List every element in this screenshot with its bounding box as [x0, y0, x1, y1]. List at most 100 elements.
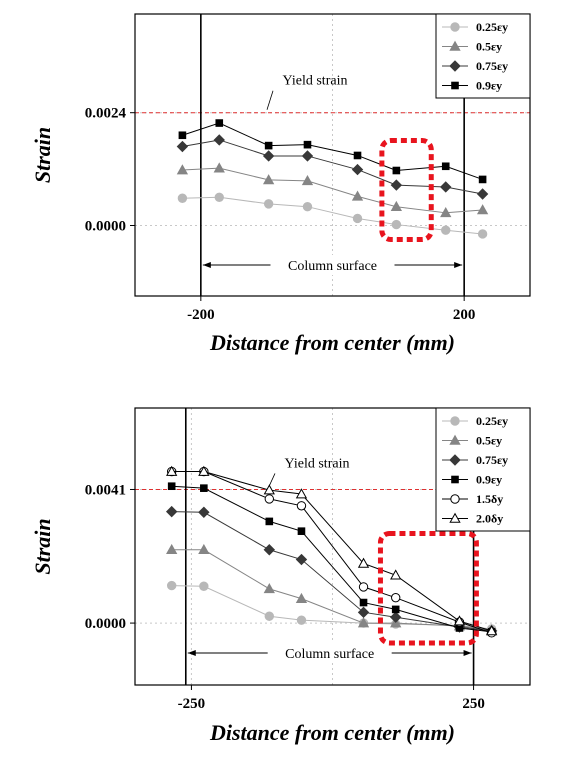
legend-box [435, 407, 531, 532]
highlight-box [377, 530, 479, 646]
legend-marker [449, 512, 461, 523]
data-point [390, 569, 402, 580]
data-point [389, 611, 402, 623]
arrowhead-right [454, 262, 463, 268]
x-tick-label: 200 [453, 307, 476, 323]
data-point [166, 543, 178, 555]
legend-label: 0.5εy [476, 434, 502, 448]
x-tick-label: -200 [187, 307, 215, 323]
data-point [214, 192, 224, 203]
y-tick-label: 0.0000 [85, 616, 126, 632]
data-point [213, 134, 225, 146]
data-point [301, 150, 314, 162]
y-axis-title: Strain [30, 127, 55, 183]
legend-marker [451, 475, 459, 484]
data-point [263, 583, 275, 594]
legend: 0.25εy 0.5εy 0.75εy 0.9εy [435, 13, 531, 99]
data-point [391, 592, 401, 603]
series-line-2 [182, 139, 483, 195]
series-line-3 [182, 122, 483, 180]
yield-strain-label: Yield strain [283, 74, 348, 89]
y-tick-label: 0.0041 [85, 482, 126, 498]
data-point [301, 175, 314, 186]
y-tick-label: 0.0024 [85, 106, 127, 122]
x-axis-title: Distance from center (mm) [209, 720, 455, 745]
data-point [263, 544, 276, 556]
column-surface-label-bg [270, 255, 395, 275]
legend-label: 0.25εy [476, 414, 508, 428]
data-point [262, 174, 275, 185]
data-point [357, 557, 370, 568]
data-point [390, 200, 403, 211]
data-point [198, 543, 210, 555]
legend-marker [451, 81, 459, 90]
data-point [199, 581, 209, 591]
yield-strain-label: Yield strain [285, 456, 350, 471]
data-point [166, 465, 178, 476]
data-point [391, 605, 400, 614]
data-point [166, 580, 177, 591]
data-point [357, 617, 370, 628]
legend-label: 2.0δy [476, 512, 503, 526]
series-line-4 [171, 471, 492, 634]
chart-top: Yield strain Column surface -200 200 0.0000 0… [30, 13, 531, 355]
legend-marker [450, 494, 460, 504]
data-point [303, 140, 312, 149]
data-point [441, 162, 450, 171]
legend-label: 1.5δy [476, 492, 503, 506]
yield-strain-pointer [266, 90, 274, 110]
arrowhead-left [202, 262, 211, 268]
arrowhead-left [187, 650, 196, 656]
data-point [392, 166, 401, 175]
data-point [455, 624, 464, 632]
data-point [215, 119, 224, 127]
data-point [213, 162, 225, 173]
data-point [178, 131, 187, 140]
data-point [176, 164, 189, 175]
legend-label: 0.9εy [476, 473, 502, 487]
series-line-0 [182, 196, 483, 235]
chart-bottom: Yield strain Column surface -250 250 0.0000 0… [30, 407, 531, 745]
data-point [176, 140, 189, 153]
legend-marker [449, 60, 461, 72]
data-point [263, 484, 275, 495]
legend-label: 0.5εy [476, 40, 502, 54]
data-point [485, 625, 498, 636]
x-tick-label: -250 [178, 696, 206, 712]
data-point [478, 175, 487, 184]
legend-label: 0.75εy [476, 453, 508, 467]
x-axis-title: Distance from center (mm) [209, 330, 455, 355]
series-line-1 [182, 167, 483, 214]
data-point [263, 199, 274, 209]
data-point [264, 141, 273, 150]
column-surface-label-bg [267, 643, 392, 663]
data-point [200, 484, 208, 492]
data-point [264, 611, 274, 621]
arrowhead-right [463, 650, 472, 656]
column-surface-label: Column surface [285, 647, 374, 662]
data-point [391, 219, 402, 230]
data-point [177, 193, 188, 203]
legend-marker [450, 22, 460, 32]
series-line-0 [171, 585, 492, 630]
data-point [476, 188, 489, 200]
data-point [440, 181, 452, 193]
data-point [302, 202, 313, 212]
legend-marker [449, 454, 461, 466]
legend: 0.25εy 0.5εy 0.75εy 0.9εy 1.5δy 2.0δy [435, 407, 531, 532]
legend-label: 0.25εy [476, 20, 508, 34]
series-line-3 [171, 485, 492, 633]
highlight-box [379, 138, 434, 243]
data-point [198, 506, 210, 518]
x-tick-label: 250 [462, 696, 485, 712]
data-point [476, 204, 489, 215]
series-line-1 [171, 549, 492, 631]
data-point [359, 598, 368, 607]
data-point [351, 190, 364, 201]
y-axis-title: Strain [30, 518, 55, 574]
plot-frame [134, 13, 531, 297]
data-point [198, 465, 210, 476]
data-point [264, 494, 274, 504]
data-point [297, 527, 306, 535]
data-point [165, 505, 178, 518]
